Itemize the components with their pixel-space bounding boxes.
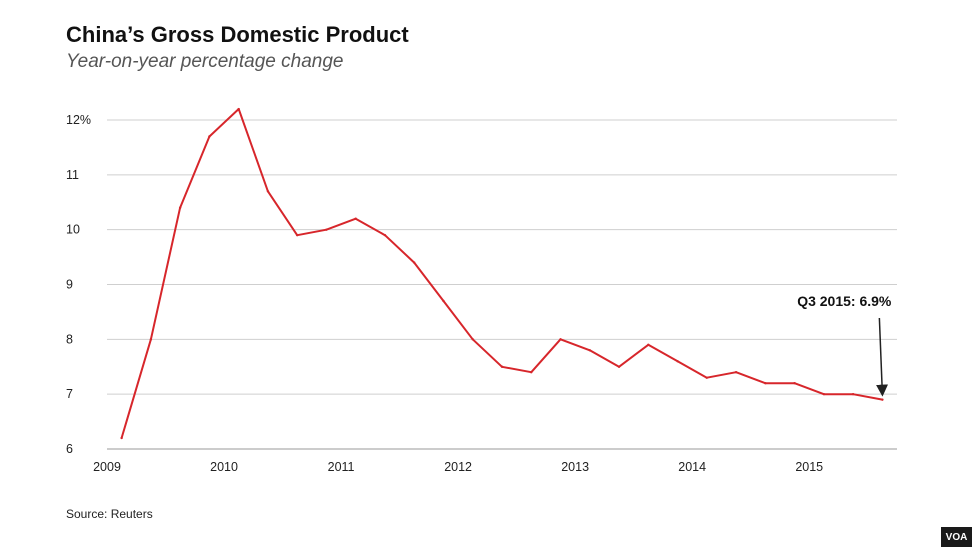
series-layer	[120, 107, 884, 440]
x-tick-label-2012: 2012	[444, 460, 472, 474]
data-point-q4-2013	[676, 360, 679, 363]
x-tick-label-2011: 2011	[328, 460, 355, 474]
data-point-q4-2011	[442, 299, 445, 303]
data-point-q4-2010	[325, 228, 328, 231]
data-point-q2-2014	[734, 371, 738, 374]
data-point-q1-2014	[705, 376, 709, 379]
data-point-q3-2011	[413, 261, 416, 264]
data-point-q3-2009	[178, 206, 182, 209]
data-point-q1-2009	[120, 436, 123, 440]
y-tick-label-8: 8	[66, 332, 73, 346]
y-axis-ticks: 6 7 8 9 10 11 12%	[66, 113, 91, 456]
data-point-q1-2011	[354, 217, 357, 220]
data-point-q3-2013	[647, 343, 650, 347]
data-point-q2-2011	[383, 233, 387, 237]
annotation-arrow	[876, 317, 889, 397]
data-point-q4-2009	[208, 135, 211, 138]
x-tick-label-2009: 2009	[93, 460, 121, 474]
x-axis-ticks: 2009 2010 2011 2012 2013 2014 2015	[93, 460, 823, 474]
data-point-q2-2010	[266, 190, 270, 193]
data-point-q1-2015	[822, 392, 826, 396]
data-point-q3-2012	[530, 371, 533, 374]
data-point-q2-2009	[149, 338, 153, 341]
data-point-q3-2010	[295, 233, 299, 237]
y-tick-label-12: 12%	[66, 113, 91, 127]
y-tick-label-11: 11	[66, 168, 79, 182]
y-tick-label-7: 7	[66, 387, 73, 401]
x-tick-label-2014: 2014	[678, 460, 706, 474]
data-point-q4-2014	[793, 382, 796, 385]
data-point-q1-2013	[588, 349, 591, 352]
data-point-q2-2013	[617, 365, 621, 368]
y-tick-label-6: 6	[66, 442, 73, 456]
data-point-q1-2012	[471, 338, 474, 341]
source-note: Source: Reuters	[66, 507, 153, 521]
data-point-q1-2010	[237, 107, 240, 111]
y-tick-label-10: 10	[66, 223, 80, 237]
x-tick-label-2015: 2015	[795, 460, 823, 474]
x-tick-label-2013: 2013	[561, 460, 589, 474]
data-point-q3-2014	[764, 382, 767, 385]
data-point-q2-2012	[500, 365, 504, 368]
data-point-q2-2015	[851, 392, 855, 396]
annotation-layer: Q3 2015: 6.9%	[797, 293, 892, 397]
grid-lines	[107, 119, 897, 450]
chart-subtitle: Year-on-year percentage change	[66, 51, 344, 72]
chart-title: China’s Gross Domestic Product	[66, 22, 409, 47]
data-point-q3-2015	[881, 398, 884, 401]
series-line-gdp	[120, 108, 884, 439]
voa-logo: VOA	[941, 527, 972, 547]
data-point-q4-2012	[559, 338, 562, 341]
x-tick-label-2010: 2010	[210, 460, 238, 474]
y-tick-label-9: 9	[66, 278, 73, 292]
annotation-label: Q3 2015: 6.9%	[797, 293, 892, 309]
